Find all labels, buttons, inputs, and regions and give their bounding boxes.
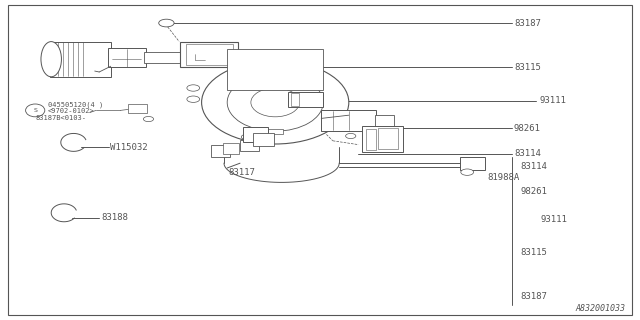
Ellipse shape (251, 88, 300, 117)
Text: 93111: 93111 (541, 215, 568, 224)
Ellipse shape (202, 61, 349, 144)
Ellipse shape (26, 104, 45, 117)
Text: 83114: 83114 (520, 162, 547, 171)
Text: 98261: 98261 (514, 124, 541, 132)
Bar (128, 104, 147, 113)
Bar (362, 126, 403, 152)
Ellipse shape (143, 116, 154, 122)
Text: W115032: W115032 (110, 143, 148, 152)
Bar (460, 157, 485, 170)
Text: 93111: 93111 (540, 96, 566, 105)
Ellipse shape (241, 134, 252, 140)
Bar (108, 48, 146, 67)
Text: 83115: 83115 (514, 63, 541, 72)
Ellipse shape (41, 42, 61, 77)
Bar (186, 44, 233, 65)
Bar (223, 143, 239, 154)
Bar (144, 52, 186, 63)
Ellipse shape (461, 169, 474, 175)
Bar (180, 42, 238, 67)
Text: 83187: 83187 (514, 19, 541, 28)
Ellipse shape (227, 74, 323, 131)
Bar (50, 42, 111, 77)
Ellipse shape (346, 133, 356, 139)
Ellipse shape (187, 96, 200, 102)
Bar (291, 93, 299, 106)
Bar (288, 92, 323, 107)
Text: 83114: 83114 (514, 149, 541, 158)
Text: 83188: 83188 (101, 213, 128, 222)
Bar (253, 133, 274, 146)
Bar (243, 127, 268, 142)
Text: A832001033: A832001033 (576, 304, 626, 313)
Text: 83187B<0103-: 83187B<0103- (35, 116, 86, 121)
Bar (375, 115, 394, 128)
Bar (366, 129, 376, 150)
Bar (321, 110, 376, 131)
Bar (240, 140, 259, 151)
Text: S: S (33, 108, 37, 113)
Text: <9702-0102>: <9702-0102> (48, 108, 95, 114)
Bar (268, 129, 283, 134)
Text: 98261: 98261 (520, 188, 547, 196)
Bar (227, 49, 323, 90)
Text: 045505120(4 ): 045505120(4 ) (48, 101, 103, 108)
Text: 83187: 83187 (520, 292, 547, 301)
Bar (211, 145, 230, 157)
Text: 81988A: 81988A (488, 173, 520, 182)
Bar (268, 70, 283, 76)
Ellipse shape (159, 19, 174, 27)
Bar (378, 128, 398, 149)
Ellipse shape (187, 85, 200, 91)
Text: 83115: 83115 (520, 248, 547, 257)
Text: 83117: 83117 (228, 168, 255, 177)
